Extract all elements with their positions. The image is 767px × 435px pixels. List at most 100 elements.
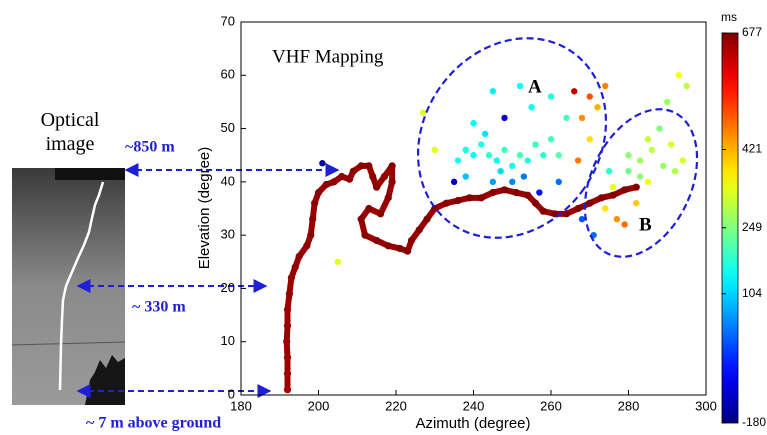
source-point <box>636 157 644 164</box>
source-point <box>528 104 535 111</box>
source-point <box>509 162 516 170</box>
y-tick-label: 60 <box>221 67 235 82</box>
source-point <box>660 162 667 170</box>
y-tick-label: 0 <box>228 386 235 401</box>
track-point <box>512 188 520 197</box>
track-point <box>376 210 385 218</box>
source-point <box>555 152 562 159</box>
y-tick-label: 10 <box>221 333 235 348</box>
source-point <box>602 205 609 212</box>
track-point <box>524 191 532 199</box>
source-point <box>633 199 640 207</box>
track-point <box>303 242 311 250</box>
track-point <box>454 196 462 205</box>
y-tick-label: 40 <box>221 173 235 188</box>
y-tick-label: 70 <box>221 13 235 28</box>
annotation: VHF Mapping <box>272 46 384 67</box>
y-tick-label: 50 <box>221 120 235 135</box>
track-point <box>396 244 404 253</box>
source-point <box>683 82 690 90</box>
track-point <box>609 191 617 199</box>
source-point <box>613 215 621 223</box>
track-point <box>307 231 315 239</box>
track-point <box>621 186 629 194</box>
track-point <box>388 162 396 170</box>
source-point <box>489 178 497 186</box>
source-point <box>578 114 586 122</box>
track-point <box>586 199 594 207</box>
source-point <box>501 114 508 122</box>
source-point <box>656 125 663 132</box>
region-b <box>583 108 699 258</box>
colorbar-label: ms <box>721 10 737 24</box>
track-point <box>477 194 485 202</box>
source-point <box>501 146 508 154</box>
source-point <box>675 72 683 79</box>
track-point <box>369 172 377 181</box>
track-point <box>384 194 392 202</box>
track-point <box>287 274 295 282</box>
y-axis-label: Elevation (degree) <box>196 147 213 270</box>
source-point <box>574 157 582 164</box>
source-point <box>454 157 462 164</box>
source-point <box>571 88 578 95</box>
source-point <box>671 168 679 175</box>
region-a <box>416 37 608 239</box>
track-point <box>283 338 291 346</box>
source-point <box>605 168 613 175</box>
source-point <box>516 152 524 159</box>
track-point <box>365 162 373 170</box>
source-point <box>644 136 652 143</box>
track-point <box>309 215 317 223</box>
track-point <box>283 322 292 330</box>
track-point <box>373 183 381 191</box>
track-point <box>322 180 330 189</box>
source-point <box>625 152 632 159</box>
source-point <box>547 136 555 143</box>
source-point <box>481 130 489 138</box>
source-point <box>667 141 675 148</box>
track-point <box>373 236 381 245</box>
x-axis-label: Azimuth (degree) <box>415 415 530 432</box>
track-point <box>345 175 354 183</box>
track-point <box>357 162 365 170</box>
x-tick-label: 300 <box>695 398 717 413</box>
track-point <box>349 167 357 175</box>
source-point <box>609 183 617 191</box>
track-point <box>283 306 292 314</box>
track-point <box>361 231 369 239</box>
y-tick-label: 30 <box>221 227 235 242</box>
source-point <box>664 98 671 106</box>
track-point <box>295 252 303 261</box>
colorbar-tick-label: 677 <box>742 25 762 39</box>
colorbar-tick-label: -180 <box>742 415 766 429</box>
track-point <box>574 204 582 213</box>
x-tick-label: 200 <box>308 398 330 413</box>
source-point <box>493 157 500 164</box>
track-point <box>407 236 416 245</box>
source-point <box>520 173 528 180</box>
source-point <box>431 146 438 154</box>
source-point <box>555 178 562 186</box>
track-point <box>384 242 392 250</box>
plot-frame <box>240 21 707 396</box>
track-point <box>283 370 292 378</box>
source-point <box>319 160 326 167</box>
source-point <box>648 146 655 154</box>
x-tick-label: 260 <box>540 398 562 413</box>
track-point <box>357 215 365 223</box>
source-point <box>516 82 524 90</box>
source-point <box>485 152 493 159</box>
source-point <box>621 221 628 228</box>
source-point <box>419 109 427 116</box>
track-point <box>531 199 540 207</box>
track-point <box>442 199 450 207</box>
source-point <box>532 141 539 148</box>
source-point <box>636 173 644 180</box>
optical-label: Optical image <box>40 109 100 155</box>
annotation: A <box>528 76 542 97</box>
source-point <box>462 173 469 180</box>
track-point <box>415 226 423 234</box>
track-point <box>388 178 396 186</box>
